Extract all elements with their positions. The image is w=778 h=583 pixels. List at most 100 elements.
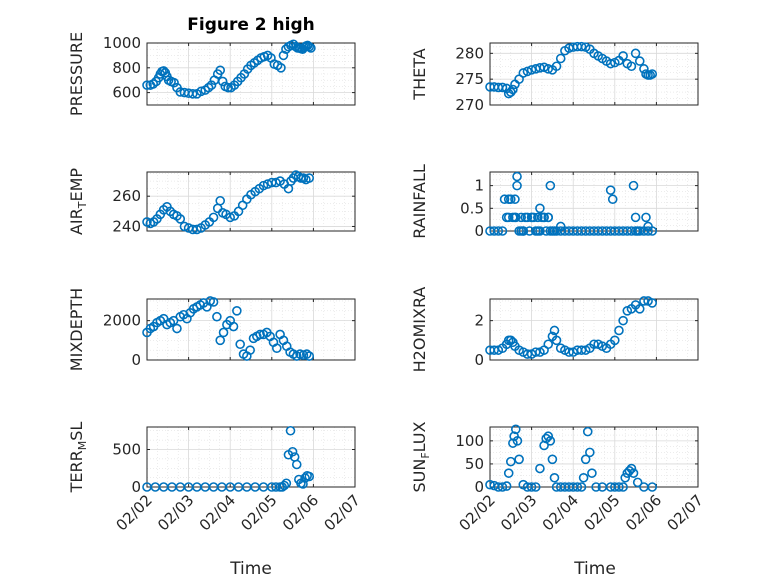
data-point xyxy=(572,482,583,492)
data-point xyxy=(206,80,217,90)
panel-rainfall: 0 0.5 1 RAINFALL xyxy=(410,164,699,240)
data-point xyxy=(643,221,653,232)
data-point xyxy=(493,226,504,236)
y-tick-label: 260 xyxy=(112,187,141,205)
data-point xyxy=(626,61,637,72)
data-point xyxy=(301,349,312,359)
series xyxy=(142,296,315,361)
data-point xyxy=(218,327,229,338)
data-point xyxy=(543,431,554,442)
series xyxy=(142,425,315,492)
data-point xyxy=(208,212,219,223)
x-tick-label: 02/05 xyxy=(237,491,280,534)
data-point xyxy=(215,335,226,346)
data-point xyxy=(298,479,308,489)
data-point xyxy=(485,479,495,490)
data-point xyxy=(281,478,292,489)
data-point xyxy=(618,315,628,326)
data-point xyxy=(304,471,315,482)
data-point xyxy=(175,214,186,224)
data-point xyxy=(287,446,298,457)
data-point xyxy=(539,62,549,73)
y-tick-label: 500 xyxy=(112,441,141,459)
data-point xyxy=(501,481,512,491)
data-point xyxy=(543,212,554,223)
data-point xyxy=(555,53,566,64)
ylabel: H2OMIXRA xyxy=(410,287,429,373)
data-point xyxy=(545,180,556,191)
data-point xyxy=(232,306,242,316)
data-point xyxy=(285,425,296,436)
data-point xyxy=(618,482,628,492)
data-point xyxy=(535,226,545,236)
x-tick-label: 02/04 xyxy=(539,491,582,534)
data-point xyxy=(279,480,290,491)
x-tick-label: 02/03 xyxy=(154,491,197,534)
data-point xyxy=(505,456,516,467)
data-point xyxy=(300,473,310,483)
xlabel-right: Time xyxy=(573,559,616,579)
data-point xyxy=(545,436,556,446)
x-tick-label: 02/07 xyxy=(664,491,707,534)
data-point xyxy=(543,64,554,74)
data-point xyxy=(505,87,516,97)
panel-mixdepth: 0 2000 MIXDEPTH xyxy=(67,288,356,371)
ylabel: TERRMSL xyxy=(67,422,89,494)
y-tick-label: 1000 xyxy=(103,34,141,52)
data-point xyxy=(499,194,510,205)
data-point xyxy=(306,43,316,53)
data-point xyxy=(142,80,152,90)
axes-box xyxy=(489,426,699,488)
data-point xyxy=(278,50,289,61)
data-point xyxy=(582,426,593,437)
data-point xyxy=(526,482,537,492)
data-point xyxy=(497,82,508,93)
data-point xyxy=(258,180,269,191)
data-point xyxy=(576,482,587,492)
data-point xyxy=(647,482,658,492)
data-point xyxy=(526,212,537,223)
x-tick-label: 02/05 xyxy=(580,491,623,534)
panel-theta: 270 275 280 THETA xyxy=(410,41,699,114)
data-point xyxy=(647,298,658,308)
panel-sun-flux: 0 50 100 SUNFLUX 02/0202/0302/0402/0502/0602… xyxy=(410,421,707,534)
data-point xyxy=(533,212,543,223)
data-point xyxy=(547,454,558,465)
data-point xyxy=(223,82,233,93)
axes-box xyxy=(146,171,356,232)
y-tick-label: 0 xyxy=(131,478,141,496)
y-tick-label: 275 xyxy=(455,70,484,88)
data-point xyxy=(304,351,315,361)
data-point xyxy=(632,477,643,488)
data-point xyxy=(591,482,601,492)
data-point xyxy=(549,472,560,483)
data-point xyxy=(215,195,226,206)
panel-h2omixra: 0 2 H2OMIXRA xyxy=(410,287,699,373)
data-point xyxy=(522,66,533,77)
panel-air-temp: 240 260 AIRTEMP xyxy=(67,168,356,235)
data-point xyxy=(634,56,645,66)
data-point xyxy=(522,212,533,223)
y-tick-label: 0.5 xyxy=(460,199,484,217)
data-point xyxy=(169,77,179,88)
data-point xyxy=(578,472,589,483)
x-tick-label: 02/07 xyxy=(321,491,364,534)
y-tick-label: 2 xyxy=(474,312,484,330)
data-point xyxy=(643,226,653,236)
series xyxy=(485,296,658,359)
grid xyxy=(489,299,699,361)
data-point xyxy=(508,84,518,95)
data-point xyxy=(225,212,235,223)
grid xyxy=(146,427,356,488)
data-point xyxy=(497,226,508,236)
axes-box xyxy=(489,298,699,361)
y-tick-label: 270 xyxy=(455,96,484,114)
data-point xyxy=(503,212,514,223)
data-point xyxy=(512,436,523,446)
data-point xyxy=(291,459,302,470)
ylabel: THETA xyxy=(410,48,429,100)
data-point xyxy=(576,41,587,52)
data-point xyxy=(641,212,651,223)
y-tick-label: 50 xyxy=(465,455,484,473)
